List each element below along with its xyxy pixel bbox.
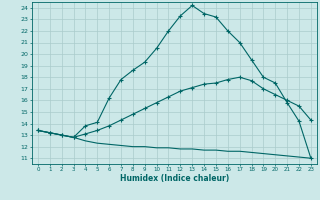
X-axis label: Humidex (Indice chaleur): Humidex (Indice chaleur) bbox=[120, 174, 229, 183]
